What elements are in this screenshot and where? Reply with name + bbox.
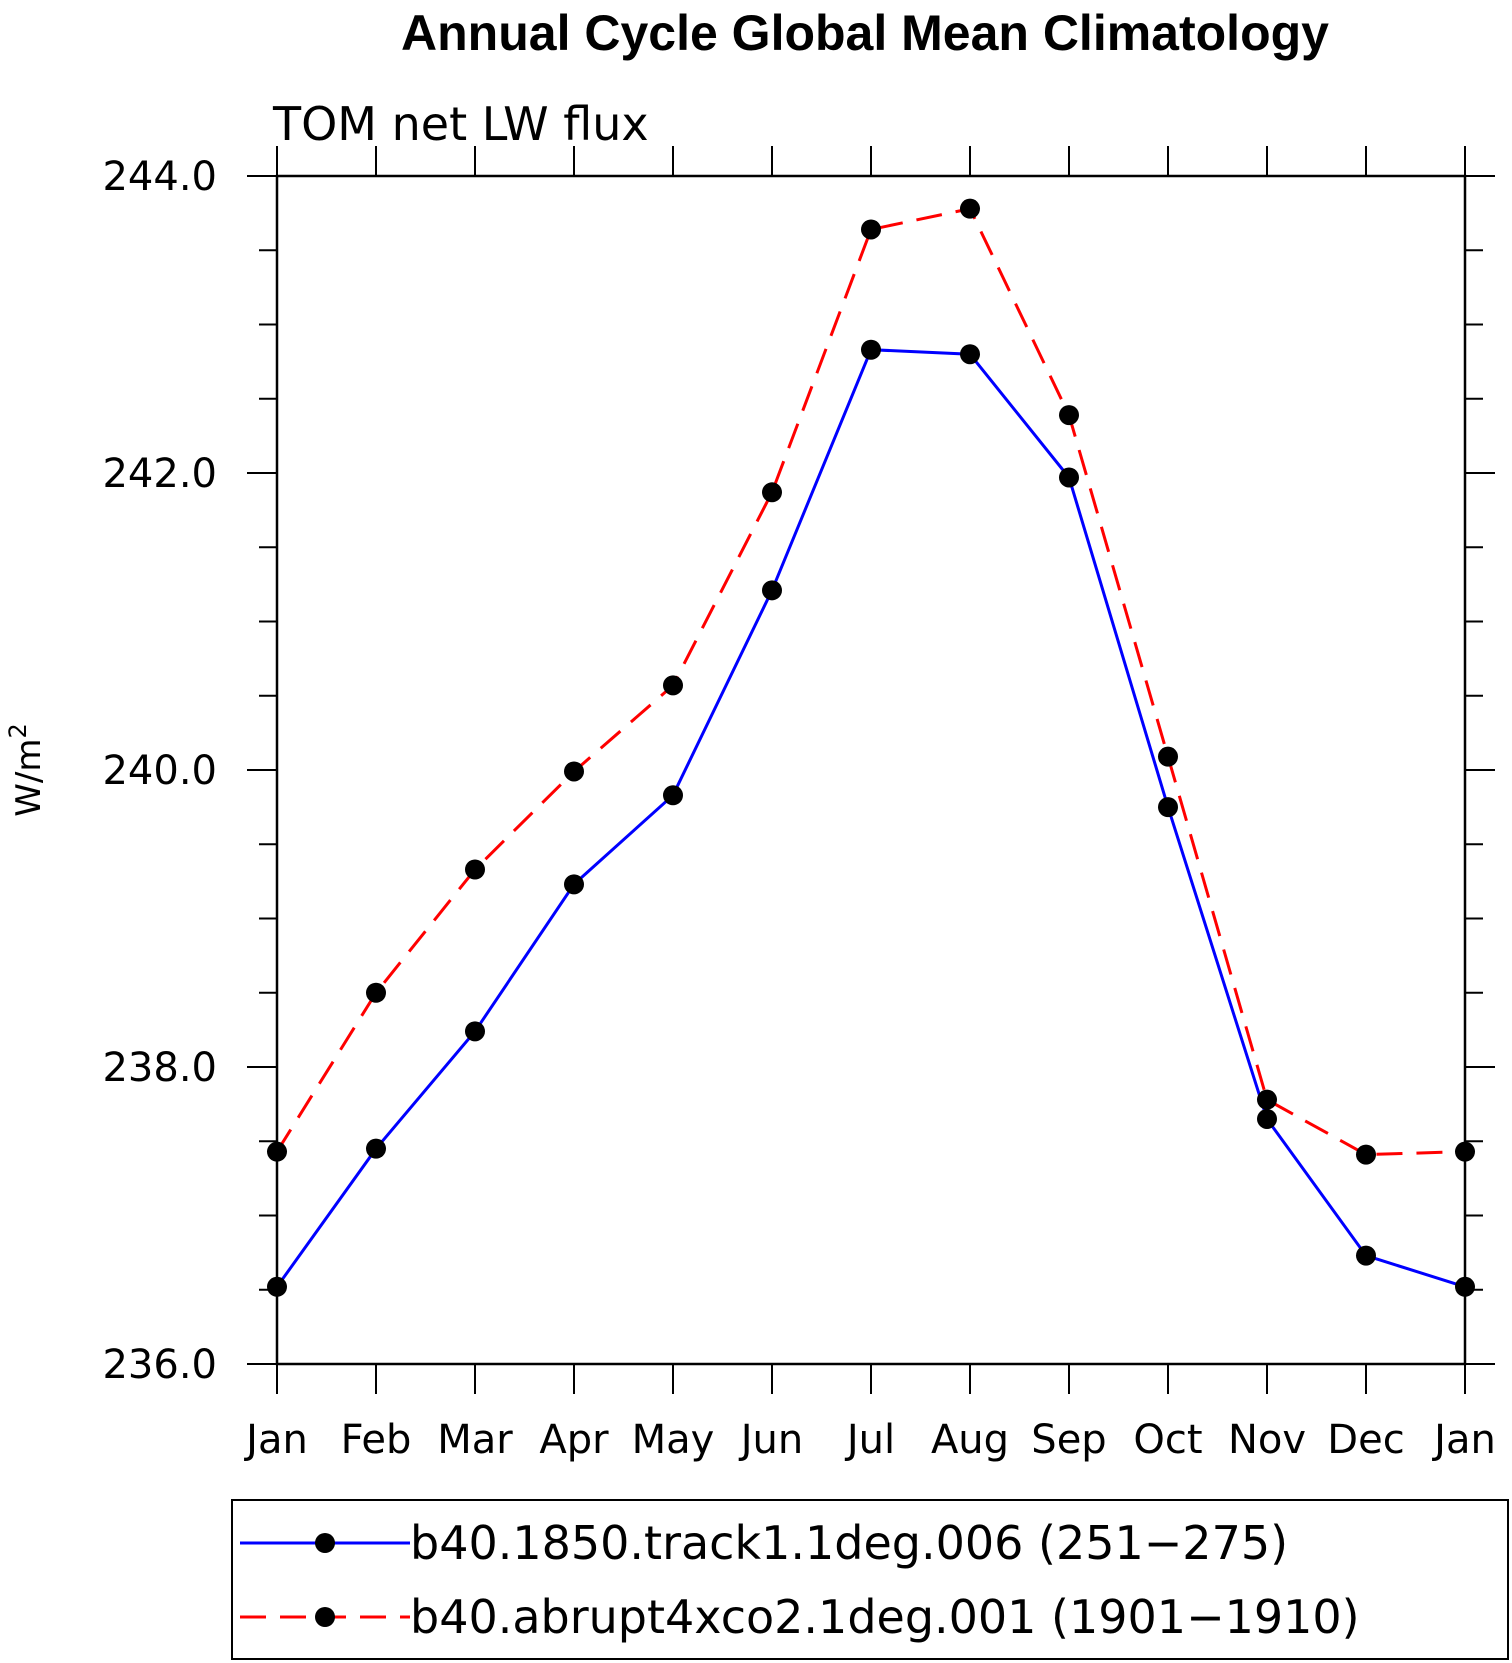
series-1-point — [564, 761, 584, 782]
y-tick-labels: 236.0 238.0 240.0 242.0 244.0 — [102, 154, 217, 1388]
y-tick-label: 236.0 — [102, 1342, 217, 1388]
y-tick-label: 242.0 — [102, 451, 217, 497]
legend-marker-1 — [315, 1607, 335, 1627]
series-1-point — [1257, 1089, 1277, 1110]
legend: b40.1850.track1.1deg.006 (251−275) b40.a… — [231, 1499, 1509, 1660]
x-tick-label: Dec — [1327, 1417, 1404, 1463]
x-tick-label: Feb — [341, 1417, 412, 1463]
series-1-point — [861, 219, 881, 240]
y-axis-label-base: W/m — [9, 739, 49, 817]
series-0-point — [1257, 1108, 1277, 1129]
series-0-point — [861, 339, 881, 360]
x-tick-labels: Jan Feb Mar Apr May Jun Jul Aug Sep Oct Nov Dec Jan — [243, 1417, 1496, 1463]
y-tick-label: 240.0 — [102, 748, 217, 794]
y-axis-label-superscript: 2 — [4, 723, 32, 738]
series-1-point — [1455, 1141, 1475, 1162]
chart-title: Annual Cycle Global Mean Climatology — [401, 5, 1329, 61]
series-1-point — [366, 982, 386, 1003]
x-tick-label: Jan — [243, 1417, 308, 1463]
series-markers — [267, 198, 1475, 1297]
series-1-point — [960, 198, 980, 219]
x-tick-label: Jul — [844, 1417, 895, 1463]
series-0-point — [267, 1276, 287, 1297]
series-1-point — [267, 1141, 287, 1162]
x-tick-label: Jun — [738, 1417, 804, 1463]
series-1-point — [762, 482, 782, 503]
series-0-point — [1158, 797, 1178, 818]
chart-subtitle: TOM net LW flux — [272, 97, 649, 151]
legend-label-1: b40.abrupt4xco2.1deg.001 (1901−1910) — [410, 1590, 1360, 1644]
legend-label-0: b40.1850.track1.1deg.006 (251−275) — [410, 1516, 1288, 1570]
series-1-point — [1059, 405, 1079, 426]
y-tick-label: 238.0 — [102, 1045, 217, 1091]
series-0-point — [465, 1021, 485, 1042]
series-0-point — [366, 1138, 386, 1159]
series-0-point — [762, 580, 782, 601]
series-0-point — [564, 874, 584, 895]
x-tick-label: Sep — [1031, 1417, 1106, 1463]
series-0-point — [960, 344, 980, 365]
x-tick-label: May — [632, 1417, 715, 1463]
series-line-0 — [275, 348, 1466, 1289]
series-0-point — [1356, 1245, 1376, 1266]
series-lines — [275, 206, 1466, 1289]
series-1-point — [1356, 1144, 1376, 1165]
x-tick-label: Mar — [437, 1417, 513, 1463]
series-0-point — [1059, 467, 1079, 488]
y-tick-label: 244.0 — [102, 154, 217, 200]
axes — [247, 146, 1495, 1394]
series-0-point — [663, 785, 683, 806]
series-0-point — [1455, 1276, 1475, 1297]
series-1-point — [663, 675, 683, 696]
series-1-point — [1158, 746, 1178, 767]
x-tick-label: Apr — [539, 1417, 609, 1463]
x-tick-label: Oct — [1133, 1417, 1202, 1463]
x-tick-label: Nov — [1228, 1417, 1306, 1463]
x-tick-label: Jan — [1431, 1417, 1496, 1463]
legend-box — [231, 1499, 1509, 1660]
series-1-point — [465, 859, 485, 880]
y-axis-label: W/m2 — [4, 723, 49, 816]
legend-marker-0 — [315, 1533, 335, 1553]
x-tick-label: Aug — [931, 1417, 1009, 1463]
